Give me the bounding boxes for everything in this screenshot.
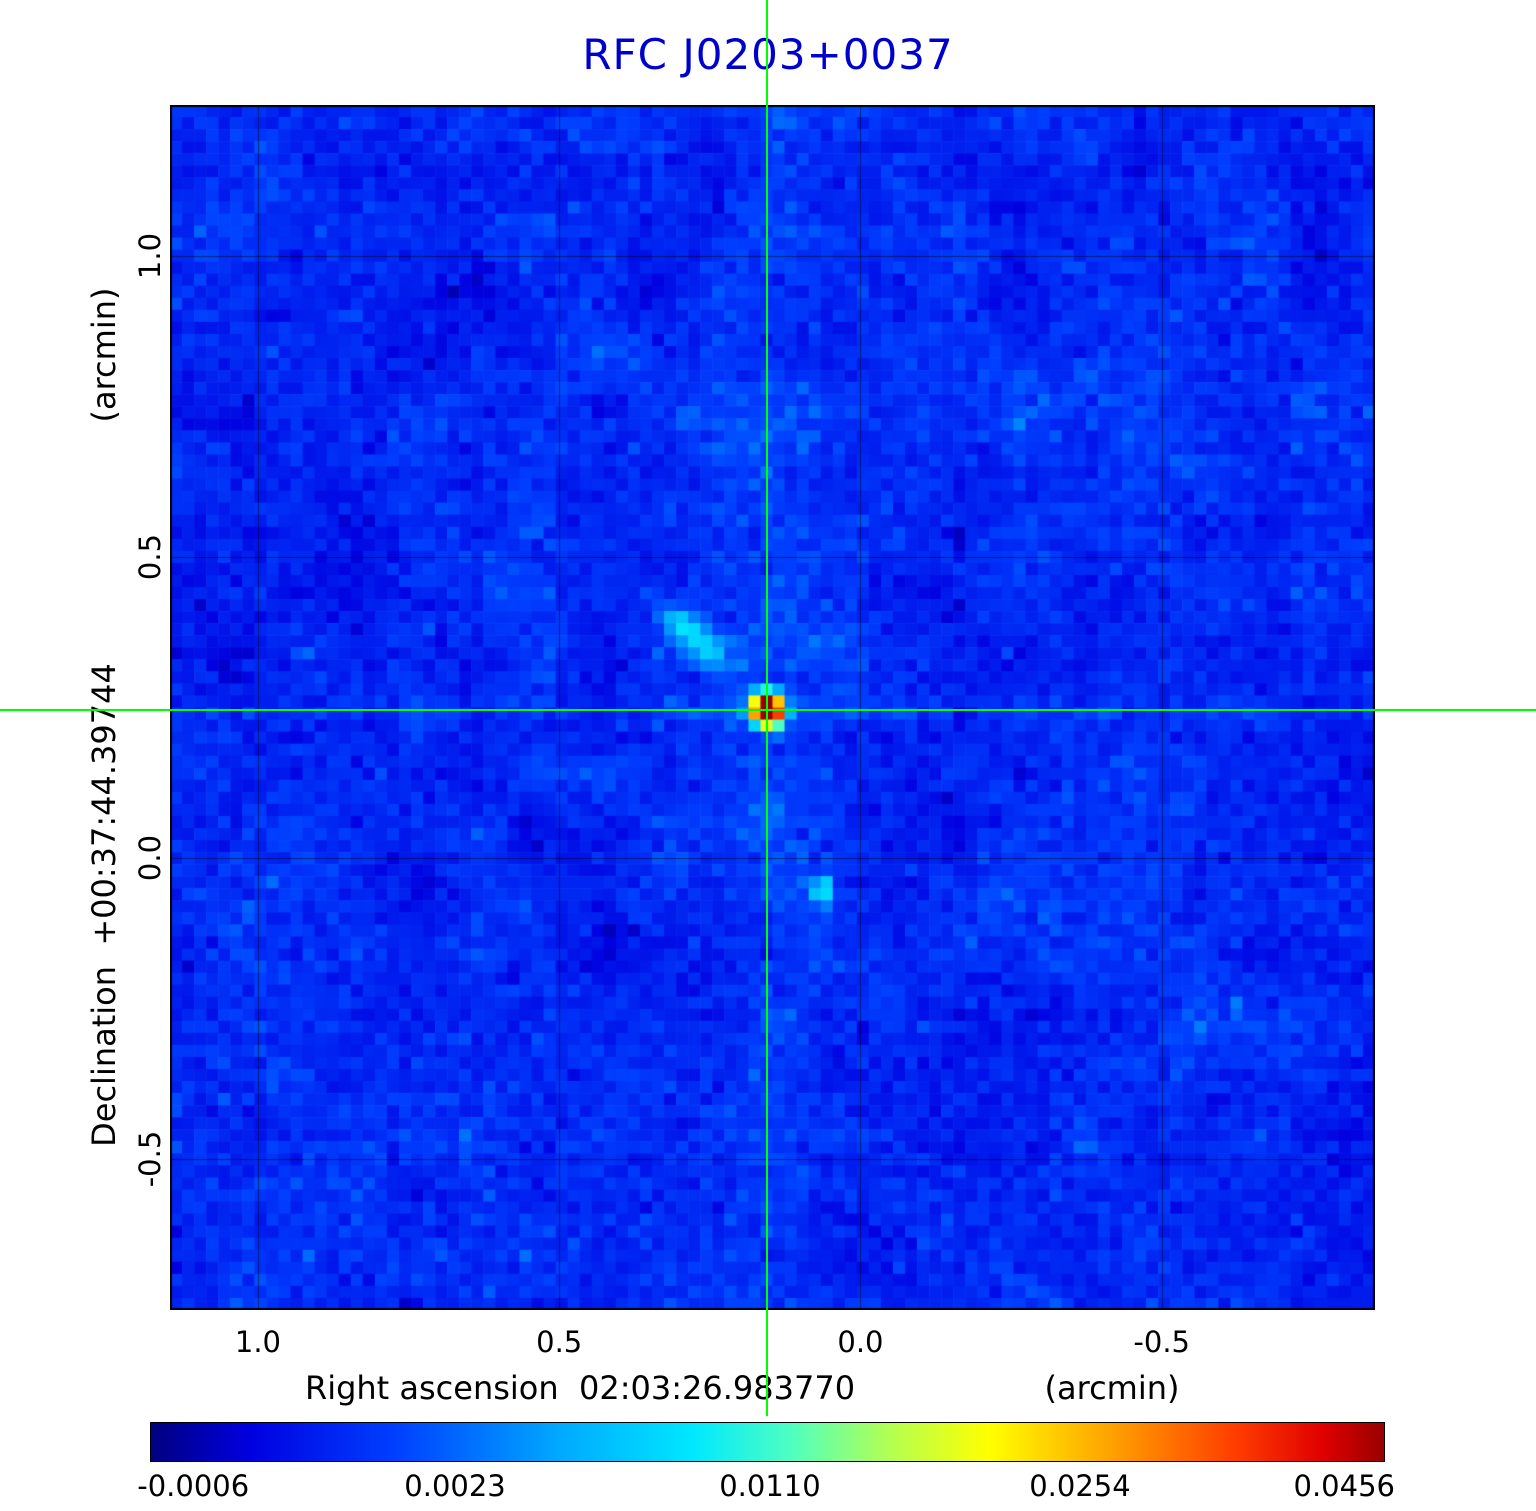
crosshair-horizontal-line: [0, 708, 1536, 711]
y-axis-unit-label: (arcmin): [85, 287, 123, 423]
colorbar-tick-label: 0.0456: [1293, 1469, 1395, 1503]
y-tick-label: -0.5: [133, 1131, 167, 1188]
colorbar-tick-label: -0.0006: [137, 1469, 250, 1503]
crosshair-vertical-line: [766, 0, 769, 1416]
colorbar-tick-label: 0.0023: [404, 1469, 506, 1503]
y-tick-label: 0.5: [133, 533, 167, 580]
colorbar-tick-label: 0.0110: [719, 1469, 821, 1503]
sky-map-canvas: [170, 105, 1375, 1310]
x-axis-unit-label: (arcmin): [1044, 1369, 1180, 1407]
y-axis-label: Declination +00:37:44.39744: [85, 663, 123, 1147]
colorbar-gradient: [150, 1422, 1385, 1462]
x-tick-label: 0.0: [837, 1325, 884, 1359]
x-tick-label: -0.5: [1133, 1325, 1190, 1359]
y-tick-label: 1.0: [133, 232, 167, 279]
x-axis-label: Right ascension 02:03:26.983770: [304, 1369, 856, 1407]
x-tick-label: 1.0: [234, 1325, 282, 1359]
colorbar-tick-label: 0.0254: [1029, 1469, 1131, 1503]
x-tick-label: 0.5: [536, 1325, 583, 1359]
y-tick-label: 0.0: [133, 835, 167, 882]
